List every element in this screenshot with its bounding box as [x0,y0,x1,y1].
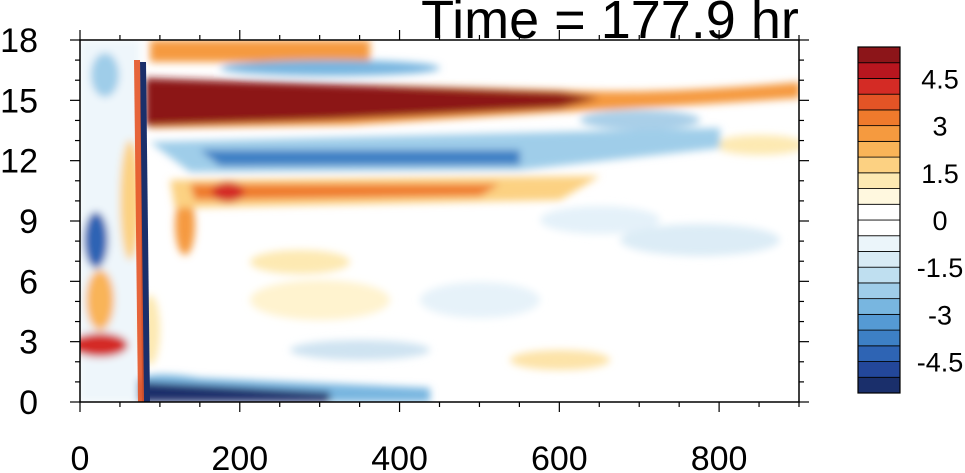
colorbar-label: 3 [932,112,947,142]
colorbar-swatch [857,345,901,362]
colorbar-swatch [857,282,901,300]
weak-positive-patch [510,350,610,370]
colorbar-frame [857,46,901,394]
negative-patch [580,110,700,130]
negative-cell [84,212,108,268]
colorbar-swatch [857,361,901,378]
x-tick-label: 0 [71,440,90,473]
colorbar-swatch [857,376,901,394]
colorbar-swatch [857,93,901,111]
x-tick-label: 800 [691,440,748,473]
weak-positive-patch [250,280,390,320]
colorbar-label: 1.5 [921,159,959,189]
weak-positive-patch [250,250,350,274]
weak-negative-patch [420,282,540,318]
colorbar-swatch [857,298,901,315]
colorbar-swatch [857,156,901,174]
colorbar-label: 0 [932,206,947,236]
colorbar-label: -1.5 [917,253,964,283]
negative-band-core [200,150,520,166]
chart-title: Time = 177.9 hr [421,0,799,50]
positive-cell [175,195,195,255]
x-tick-label: 400 [371,440,428,473]
x-axis: 0 200 400 600 800 [71,30,800,473]
weak-positive-patch [715,135,799,155]
positive-cell [80,333,128,357]
x-tick-label: 600 [531,440,588,473]
colorbar-swatch [857,109,901,127]
colorbar-swatch [857,313,901,331]
colorbar-swatch [857,251,901,268]
positive-band-core [190,184,500,200]
weak-negative-patch [290,340,430,360]
positive-cell [120,140,140,260]
colorbar-label: -3 [928,300,952,330]
colorbar-swatch [857,329,901,347]
y-tick-label: 15 [0,82,38,120]
colorbar-swatch [857,219,901,237]
colorbar: 4.5 3 1.5 0 -1.5 -3 -4.5 [857,46,964,394]
colorbar-swatch [857,235,901,252]
y-tick-label: 9 [19,203,38,241]
colorbar-swatch [857,62,901,79]
top-positive-band [150,40,370,62]
colorbar-swatch [857,203,901,221]
colorbar-label: 4.5 [921,64,959,94]
y-tick-label: 18 [0,22,38,60]
y-tick-label: 12 [0,143,38,181]
colorbar-swatch [857,266,901,284]
contour-field [80,40,799,402]
y-tick-label: 0 [19,384,38,422]
colorbar-swatch [857,46,901,64]
colorbar-swatch [857,188,901,205]
colorbar-swatch [857,78,901,95]
front-positive-line [134,60,144,402]
colorbar-label: -4.5 [917,348,964,378]
colorbar-swatch [857,125,901,142]
bottom-negative-core [140,382,330,402]
x-tick-label: 200 [211,440,268,473]
colorbar-swatch [857,140,901,158]
y-axis: 0 3 6 9 12 15 18 [0,22,809,422]
positive-cell [212,182,244,202]
main-positive-core [145,78,600,126]
weak-negative-patch [540,206,660,234]
top-negative-band [220,60,440,76]
weak-negative-patch [620,224,780,256]
positive-cell [86,270,114,330]
colorbar-swatch [857,172,901,189]
negative-cell [91,53,119,97]
y-tick-label: 3 [19,324,38,362]
y-tick-label: 6 [19,263,38,301]
